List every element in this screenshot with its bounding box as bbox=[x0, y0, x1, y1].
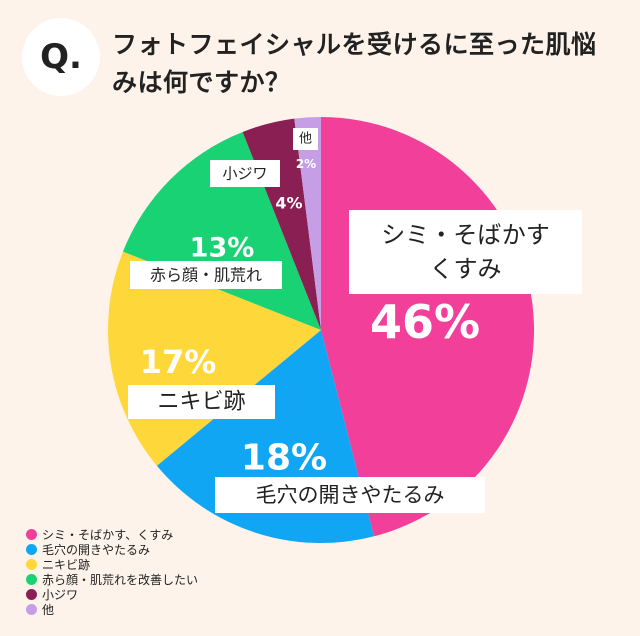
legend-label: 毛穴の開きやたるみ bbox=[42, 543, 151, 557]
slice-spots-label: シミ・そばかす bbox=[381, 221, 549, 249]
legend-swatch bbox=[26, 559, 37, 570]
slice-wrinkles-label: 小ジワ bbox=[222, 165, 267, 183]
question-title: フォトフェイシャルを受けるに至った肌悩みは何ですか？ bbox=[112, 30, 597, 97]
slice-redness-label-box bbox=[130, 261, 282, 289]
slice-redness-percent: 13% bbox=[190, 233, 255, 264]
legend-item: 他 bbox=[26, 602, 198, 617]
legend-swatch bbox=[26, 604, 37, 615]
legend-label: シミ・そばかす、くすみ bbox=[42, 528, 174, 542]
legend-item: シミ・そばかす、くすみ bbox=[26, 527, 198, 542]
legend-item: 赤ら顔・肌荒れを改善したい bbox=[26, 572, 198, 587]
slice-wrinkles-label-box bbox=[210, 160, 280, 187]
slice-spots-percent: 46% bbox=[370, 295, 480, 349]
slice-spots-label: くすみ bbox=[430, 255, 502, 283]
slice-pores-label: 毛穴の開きやたるみ bbox=[256, 483, 445, 507]
legend-swatch bbox=[26, 544, 37, 555]
slice-other bbox=[294, 117, 321, 330]
legend-item: 小ジワ bbox=[26, 587, 198, 602]
slice-wrinkles-percent: 4% bbox=[275, 194, 302, 213]
slice-other-label-box bbox=[293, 128, 318, 150]
legend-label: ニキビ跡 bbox=[42, 558, 91, 572]
slice-acne-label: ニキビ跡 bbox=[157, 390, 245, 415]
legend-item: 毛穴の開きやたるみ bbox=[26, 542, 198, 557]
slice-other-label: 他 bbox=[299, 132, 312, 147]
legend-swatch bbox=[26, 529, 37, 540]
legend-item: ニキビ跡 bbox=[26, 557, 198, 572]
legend-label: 小ジワ bbox=[42, 588, 79, 602]
chart-legend: シミ・そばかす、くすみ 毛穴の開きやたるみ ニキビ跡 赤ら顔・肌荒れを改善したい 小ジワ… bbox=[26, 527, 198, 617]
question-badge: Q. bbox=[22, 18, 100, 96]
legend-label: 他 bbox=[42, 603, 55, 617]
slice-spots-label-box bbox=[349, 210, 582, 294]
legend-swatch bbox=[26, 574, 37, 585]
legend-swatch bbox=[26, 589, 37, 600]
slice-redness-label: 赤ら顔・肌荒れ bbox=[150, 266, 262, 285]
legend-label: 赤ら顔・肌荒れを改善したい bbox=[42, 573, 199, 587]
slice-acne-percent: 17% bbox=[140, 343, 217, 381]
slice-other-percent: 2% bbox=[296, 157, 316, 171]
slice-acne-label-box bbox=[128, 385, 275, 419]
slice-pores-percent: 18% bbox=[241, 438, 327, 479]
slice-pores-label-box bbox=[215, 477, 485, 513]
